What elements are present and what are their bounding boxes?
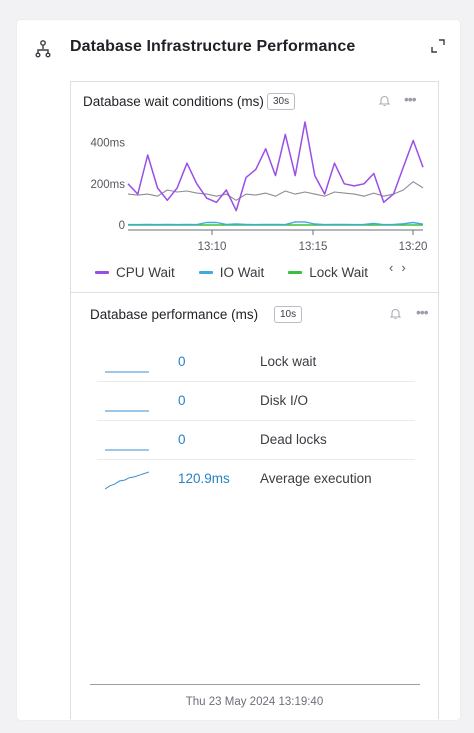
bell-icon[interactable] — [378, 94, 391, 107]
metric-value: 0 — [178, 432, 186, 447]
x-tick-label: 13:15 — [299, 241, 328, 253]
dashboard-panel: Database Infrastructure Performance 0 200… — [17, 20, 460, 720]
metric-label: Dead locks — [260, 432, 327, 447]
legend-swatch — [95, 271, 109, 274]
y-tick-label: 0 — [119, 220, 125, 232]
metric-row-lock-wait[interactable]: 0 Lock wait — [97, 343, 415, 382]
chevron-right-icon[interactable]: › — [401, 260, 406, 275]
database-performance-card: Database performance (ms) 10s ••• 0 Lock… — [70, 292, 439, 719]
chevron-left-icon[interactable]: ‹ — [389, 260, 394, 275]
metrics-list: 0 Lock wait 0 Disk I/O 0 Dead locks 120.… — [97, 343, 415, 498]
metric-row-dead-locks[interactable]: 0 Dead locks — [97, 421, 415, 460]
legend-item-lock-wait[interactable]: Lock Wait — [288, 265, 368, 280]
legend-item-cpu-wait[interactable]: CPU Wait — [95, 265, 175, 280]
wait-card-title: Database wait conditions (ms) — [83, 94, 264, 109]
panel-title: Database Infrastructure Performance — [70, 38, 356, 55]
series-line-io-wait — [128, 221, 424, 226]
metric-label: Lock wait — [260, 354, 317, 369]
wait-conditions-chart: 0 200ms 400ms 13:10 13:15 13:20 — [90, 121, 428, 253]
legend-pager: ‹ › — [389, 260, 406, 275]
metric-label: Disk I/O — [260, 393, 309, 408]
bell-icon[interactable] — [389, 307, 402, 320]
x-tick-label: 13:10 — [198, 241, 227, 253]
legend-label: Lock Wait — [309, 265, 369, 280]
metric-row-disk-io[interactable]: 0 Disk I/O — [97, 382, 415, 421]
metric-value: 120.9ms — [178, 471, 230, 486]
sparkline — [105, 371, 149, 373]
performance-card-title: Database performance (ms) — [90, 307, 259, 322]
sparkline — [105, 410, 149, 412]
timestamp: Thu 23 May 2024 13:19:40 — [185, 696, 324, 708]
more-options-icon[interactable]: ••• — [404, 91, 417, 107]
refresh-interval-badge[interactable]: 10s — [274, 306, 303, 323]
panel-header: Database Infrastructure Performance — [17, 20, 460, 78]
legend-item-io-wait[interactable]: IO Wait — [198, 265, 265, 280]
footer-divider — [90, 684, 420, 685]
refresh-interval-badge[interactable]: 30s — [267, 93, 296, 110]
metric-value: 0 — [178, 354, 186, 369]
legend-swatch — [198, 271, 213, 274]
legend-swatch — [288, 271, 303, 274]
series-line-cpu-wait — [127, 121, 424, 212]
more-options-icon[interactable]: ••• — [416, 304, 429, 320]
metric-label: Average execution — [260, 471, 372, 486]
legend-label: IO Wait — [219, 265, 265, 280]
series-line-baseline — [127, 181, 424, 201]
hierarchy-icon — [35, 40, 51, 58]
sparkline-path — [105, 471, 149, 490]
x-tick-label: 13:20 — [399, 241, 428, 253]
metric-value: 0 — [178, 393, 186, 408]
expand-icon[interactable] — [431, 39, 445, 53]
legend-label: CPU Wait — [116, 265, 175, 280]
sparkline — [105, 449, 149, 451]
chart-legend: CPU Wait IO Wait Lock Wait — [95, 265, 368, 280]
y-tick-label: 400ms — [90, 138, 125, 150]
sparkline — [105, 471, 149, 490]
wait-conditions-card: 0 200ms 400ms 13:10 13:15 13:20 Database wait… — [70, 81, 439, 293]
y-tick-label: 200ms — [90, 179, 125, 191]
metric-row-average-execution[interactable]: 120.9ms Average execution — [97, 460, 415, 498]
